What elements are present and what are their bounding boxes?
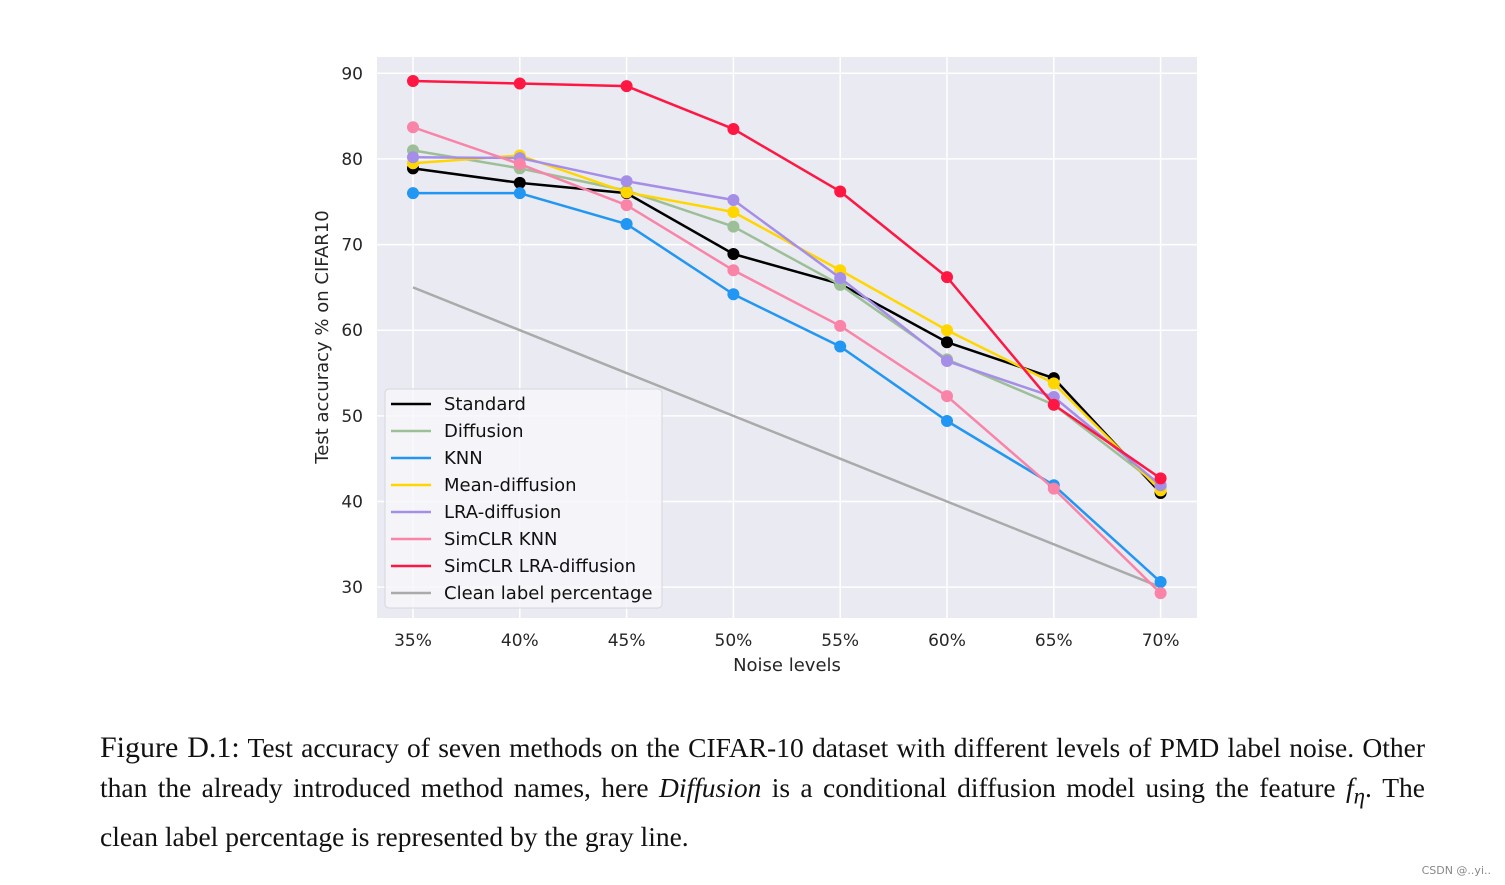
caption-math-sub: η — [1353, 783, 1365, 809]
data-point — [513, 158, 526, 171]
series-line — [412, 155, 1162, 487]
data-point — [941, 324, 953, 337]
y-tick-label: 60 — [341, 321, 363, 341]
y-tick-label: 80 — [341, 150, 363, 170]
data-point — [513, 77, 526, 90]
x-tick-label: 40% — [501, 631, 539, 651]
legend-label: Diffusion — [444, 421, 523, 442]
caption-text-1: Test accuracy of seven methods on the CI… — [100, 732, 1425, 803]
data-point — [941, 271, 953, 284]
data-point — [727, 220, 740, 233]
legend-label: Standard — [444, 394, 526, 415]
watermark: CSDN @..yi.. — [1421, 864, 1491, 877]
data-point — [727, 206, 740, 219]
data-point — [834, 340, 847, 353]
legend-label: SimCLR KNN — [444, 529, 558, 550]
line-chart: 30 40 50 60 70 80 90 35% 40% 45% 50% 55% 60% 65% 70% N… — [312, 57, 1197, 676]
x-axis-label: Noise levels — [733, 655, 841, 676]
caption-text-3: . The clean label percentage is represen… — [100, 772, 1425, 852]
data-point — [620, 199, 633, 212]
data-point — [513, 176, 526, 189]
data-point — [834, 185, 847, 198]
series-simclr-lra-diffusion — [407, 74, 1167, 485]
data-point — [1047, 398, 1060, 411]
data-point — [941, 355, 953, 368]
series-lines — [407, 74, 1167, 600]
figure-caption: Figure D.1: Test accuracy of seven metho… — [100, 728, 1425, 857]
caption-text-2: is a conditional diffusion model using t… — [761, 772, 1346, 803]
caption-label: Figure D.1: — [100, 731, 240, 764]
data-point — [513, 187, 526, 200]
legend-label: LRA-diffusion — [444, 502, 561, 523]
series-line — [412, 286, 1162, 589]
data-point — [941, 415, 953, 428]
y-tick-label: 90 — [341, 64, 363, 84]
data-point — [941, 336, 953, 349]
series-clean-label-percentage — [412, 286, 1162, 589]
data-point — [407, 74, 419, 87]
data-point — [727, 122, 740, 135]
series-line — [412, 79, 1162, 480]
y-tick-label: 40 — [341, 493, 363, 513]
data-point — [620, 186, 633, 199]
legend-label: Mean-diffusion — [444, 475, 577, 496]
y-tick-label: 50 — [341, 407, 363, 427]
x-tick-label: 60% — [928, 631, 966, 651]
x-tick-label: 50% — [715, 631, 753, 651]
data-point — [407, 151, 419, 164]
y-tick-label: 70 — [341, 236, 363, 256]
data-point — [620, 218, 633, 231]
legend-label: KNN — [444, 448, 483, 469]
data-point — [727, 264, 740, 277]
data-point — [727, 247, 740, 260]
x-tick-label: 35% — [394, 631, 432, 651]
data-point — [834, 271, 847, 284]
series-lra-diffusion — [407, 151, 1167, 492]
legend-label: SimCLR LRA-diffusion — [444, 556, 636, 577]
data-point — [407, 121, 419, 134]
data-point — [834, 319, 847, 332]
series-line — [412, 167, 1162, 494]
x-tick-label: 45% — [608, 631, 646, 651]
data-point — [727, 288, 740, 301]
data-point — [407, 187, 419, 200]
data-point — [620, 80, 633, 93]
x-tick-label: 70% — [1142, 631, 1180, 651]
data-point — [727, 194, 740, 207]
data-point — [1154, 587, 1167, 600]
data-point — [1154, 472, 1167, 485]
caption-italic: Diffusion — [658, 772, 762, 803]
data-point — [1154, 576, 1167, 589]
legend-label: Clean label percentage — [444, 583, 653, 604]
x-tick-label: 55% — [821, 631, 859, 651]
series-line — [412, 126, 1162, 595]
caption-math: f — [1345, 772, 1354, 803]
data-point — [941, 390, 953, 403]
tick-labels: 30 40 50 60 70 80 90 35% 40% 45% 50% 55% 60% 65% 70% — [341, 64, 1179, 651]
y-axis-label: Test accuracy % on CIFAR10 — [312, 210, 333, 464]
y-tick-label: 30 — [341, 578, 363, 598]
legend: Standard Diffusion KNN Mean-diffusion LRA-di… — [384, 388, 663, 609]
data-point — [1047, 377, 1060, 390]
series-simclr-knn — [407, 121, 1167, 600]
data-point — [620, 175, 633, 188]
legend-box — [384, 388, 663, 609]
data-point — [1047, 482, 1060, 495]
x-tick-label: 65% — [1035, 631, 1073, 651]
